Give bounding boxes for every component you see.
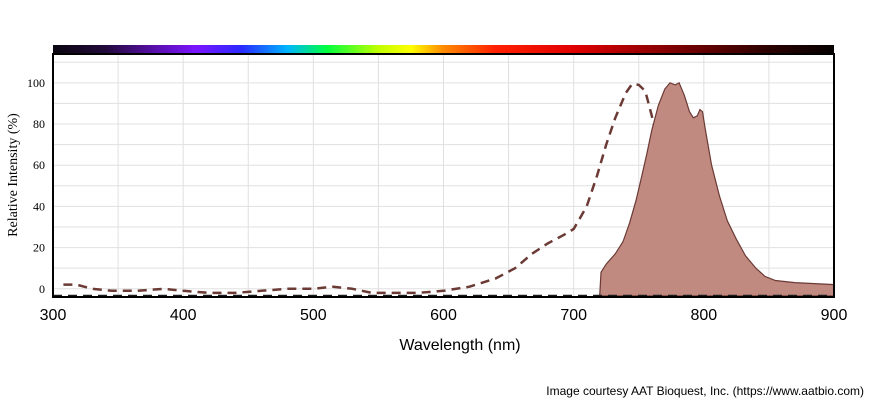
- y-tick-label: 0: [39, 282, 45, 296]
- x-tick-label: 600: [430, 307, 457, 324]
- x-tick-label: 800: [690, 307, 717, 324]
- y-tick-label: 60: [33, 158, 45, 172]
- x-axis-ticks: 300 400 500 600 700 800 900: [40, 307, 848, 324]
- plot-frame: [52, 53, 835, 298]
- y-tick-label: 80: [33, 117, 45, 131]
- x-axis-label: Wavelength (nm): [399, 337, 520, 354]
- series-group: [53, 81, 835, 298]
- x-tick-label: 300: [40, 307, 67, 324]
- x-tick-label: 500: [300, 307, 327, 324]
- image-credit: Image courtesy AAT Bioquest, Inc. (https…: [546, 384, 864, 398]
- y-axis-ticks: 0 20 40 60 80 100: [27, 76, 45, 296]
- x-tick-label: 700: [560, 307, 587, 324]
- y-tick-label: 100: [27, 76, 45, 90]
- emission-area: [599, 81, 835, 297]
- x-tick-label: 900: [821, 307, 848, 324]
- x-tick-label: 400: [170, 307, 197, 324]
- spectrum-color-bar: [53, 45, 834, 54]
- y-axis-label: Relative Intensity (%): [6, 113, 21, 237]
- y-tick-label: 20: [33, 241, 45, 255]
- y-tick-label: 40: [33, 199, 45, 213]
